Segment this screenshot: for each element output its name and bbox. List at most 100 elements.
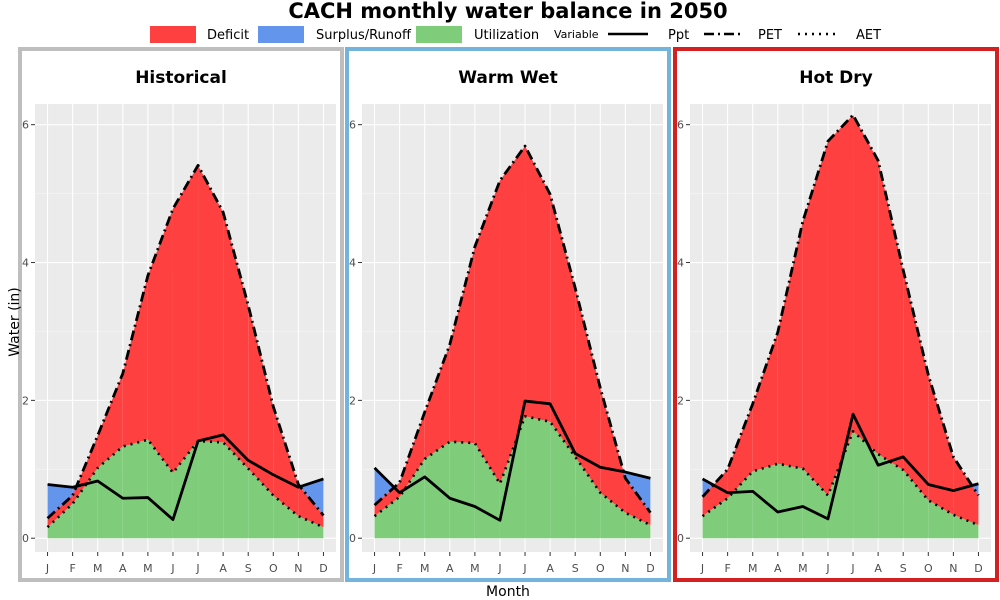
deficit-area	[878, 160, 904, 470]
deficit-area	[298, 484, 324, 528]
y-tick-label: 6	[349, 119, 356, 132]
utilization-area	[853, 431, 879, 539]
deficit-area	[122, 275, 148, 447]
legend: Deficit Surplus/Runoff Utilization Variable…	[150, 26, 881, 43]
legend-label-1: Deficit	[207, 28, 249, 43]
deficit-area	[953, 456, 979, 526]
deficit-area	[374, 482, 400, 517]
y-tick-label: 0	[677, 532, 684, 545]
utilization-area	[474, 443, 500, 539]
x-tick-label: F	[724, 562, 730, 575]
panel-title: Hot Dry	[799, 68, 873, 88]
utilization-area	[72, 467, 98, 539]
x-tick-label: F	[396, 562, 402, 575]
ppt-line	[373, 399, 651, 522]
deficit-area	[248, 305, 274, 496]
x-tick-label: J	[45, 562, 49, 575]
deficit-area	[525, 146, 551, 422]
deficit-area	[827, 115, 854, 496]
area-fills	[374, 146, 651, 539]
panel-hot-dry: 0 2 4 6 J F M A M J J A S O N D Hot Dry	[673, 47, 999, 582]
x-tick-label: O	[924, 562, 933, 575]
x-tick-label: A	[874, 562, 882, 575]
deficit-area	[499, 146, 526, 484]
utilization-area	[298, 516, 324, 539]
panel-border	[345, 47, 671, 582]
aet-line	[46, 438, 324, 529]
x-tick-label: O	[596, 562, 605, 575]
utilization-area	[928, 500, 954, 539]
deficit-area	[903, 270, 929, 501]
utilization-area	[47, 503, 73, 539]
utilization-area	[223, 442, 249, 539]
utilization-area	[702, 498, 728, 539]
legend-label-3: Utilization	[474, 28, 539, 43]
surplus-area	[47, 484, 73, 519]
panel-historical: 0 2 4 6 J F M A M J J A S O N D Historical	[18, 47, 344, 582]
utilization-area	[198, 441, 224, 539]
utilization-area	[777, 463, 803, 539]
x-tick-label: N	[294, 562, 302, 575]
deficit-area	[625, 478, 651, 526]
surplus-area	[374, 467, 395, 506]
x-tick-label: M	[748, 562, 758, 575]
deficit-area	[449, 246, 475, 444]
surplus-area	[72, 486, 77, 496]
y-tick-label: 2	[349, 394, 356, 407]
utilization-area	[903, 469, 929, 539]
utilization-area	[424, 441, 450, 539]
deficit-area	[198, 165, 224, 443]
deficit-area	[702, 469, 728, 517]
y-tick-label: 2	[677, 394, 684, 407]
legend-line-label-aet: AET	[856, 28, 881, 43]
x-tick-label: A	[546, 562, 554, 575]
deficit-area	[172, 165, 199, 473]
y-tick-label: 4	[349, 257, 356, 270]
utilization-area	[600, 492, 626, 539]
x-tick-label: D	[646, 562, 654, 575]
utilization-area	[802, 468, 828, 539]
x-tick-label: J	[700, 562, 704, 575]
x-tick-label: A	[219, 562, 227, 575]
utilization-area	[727, 471, 753, 539]
pet-line	[701, 113, 980, 498]
x-tick-label: M	[470, 562, 480, 575]
y-tick-label: 4	[22, 257, 29, 270]
utilization-area	[449, 441, 475, 539]
utilization-area	[273, 495, 299, 539]
deficit-area	[474, 180, 500, 484]
x-axis-title: Month	[486, 584, 530, 600]
x-tick-label: J	[825, 562, 829, 575]
legend-line-label-ppt: Ppt	[668, 28, 689, 43]
x-tick-label: A	[774, 562, 782, 575]
utilization-area	[878, 454, 904, 539]
utilization-area	[525, 416, 551, 539]
deficit-area	[147, 208, 173, 473]
x-tick-label: A	[446, 562, 454, 575]
deficit-area	[853, 115, 879, 455]
utilization-area	[248, 468, 274, 539]
deficit-area	[47, 495, 73, 528]
x-tick-label: O	[269, 562, 278, 575]
panel-border	[18, 47, 344, 582]
x-tick-label: A	[119, 562, 127, 575]
utilization-area	[374, 496, 400, 539]
utilization-area	[827, 431, 854, 539]
x-tick-label: M	[143, 562, 153, 575]
utilization-area	[399, 458, 425, 539]
deficit-area	[802, 141, 828, 496]
chart-title: CACH monthly water balance in 2050	[288, 0, 727, 23]
y-tick-label: 6	[22, 119, 29, 132]
legend-swatch-1	[150, 26, 196, 43]
x-tick-label: D	[319, 562, 327, 575]
x-tick-label: M	[93, 562, 103, 575]
utilization-area	[550, 421, 576, 539]
deficit-area	[727, 403, 753, 499]
area-fills	[702, 115, 979, 539]
deficit-area	[752, 332, 778, 472]
x-tick-label: J	[372, 562, 376, 575]
y-tick-label: 0	[349, 532, 356, 545]
deficit-area	[97, 373, 123, 468]
utilization-area	[172, 441, 199, 539]
